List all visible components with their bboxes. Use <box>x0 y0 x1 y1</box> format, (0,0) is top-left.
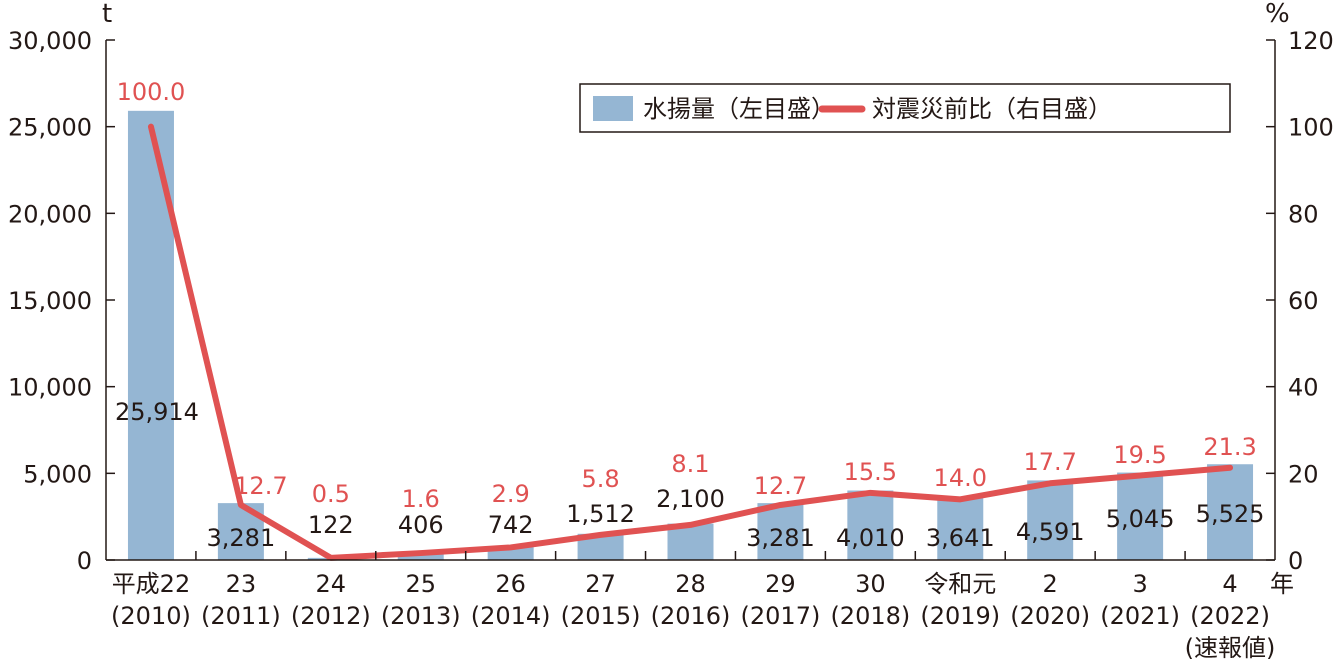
legend-bar-swatch-icon <box>593 96 633 121</box>
bar-value-label: 122 <box>308 511 354 539</box>
bar-value-label: 742 <box>488 511 534 539</box>
y-right-tick-label: 80 <box>1288 200 1319 228</box>
x-category-year: (2010) <box>111 602 191 630</box>
ratio-value-label: 15.5 <box>844 458 897 486</box>
y-right-tick-label: 120 <box>1288 27 1334 55</box>
x-category-year: (2015) <box>561 602 641 630</box>
y-right-tick-label: 40 <box>1288 374 1319 402</box>
ratio-value-label: 1.6 <box>402 485 440 513</box>
ratio-value-label: 17.7 <box>1023 448 1076 476</box>
bar <box>127 110 174 560</box>
x-category-label: 26 <box>495 570 526 598</box>
y-left-tick-label: 25,000 <box>8 114 92 142</box>
x-category-year: (2022) <box>1190 602 1270 630</box>
x-unit: 年 <box>1270 570 1294 598</box>
axes: 0 5,000 10,000 15,000 20,000 25,000 30,000 0 20 4… <box>8 0 1334 662</box>
bar <box>667 523 714 560</box>
ratio-value-label: 8.1 <box>671 450 709 478</box>
bar-value-label: 25,914 <box>115 398 199 426</box>
bar <box>757 503 804 560</box>
x-category-year: (2021) <box>1100 602 1180 630</box>
y-right-tick-label: 20 <box>1288 460 1319 488</box>
bar-value-label: 5,525 <box>1196 500 1265 528</box>
bar-value-label: 4,591 <box>1016 518 1085 546</box>
x-category-label: 27 <box>585 570 616 598</box>
ratio-value-label: 12.7 <box>754 472 807 500</box>
x-category-label: 25 <box>405 570 436 598</box>
x-category-label: 令和元 <box>924 570 996 598</box>
legend-box <box>579 83 1231 133</box>
bar-value-label: 3,281 <box>207 524 276 552</box>
legend-bar-label: 水揚量（左目盛） <box>643 95 835 123</box>
x-category-label: 平成22 <box>112 570 191 598</box>
x-category-year: (2016) <box>651 602 731 630</box>
y-left-tick-label: 5,000 <box>23 460 92 488</box>
y-right-unit: % <box>1265 0 1290 29</box>
x-category-label: 3 <box>1132 570 1147 598</box>
x-category-year: (2018) <box>830 602 910 630</box>
x-category-label: 28 <box>675 570 706 598</box>
bar <box>397 552 444 560</box>
ratio-value-label: 19.5 <box>1113 441 1166 469</box>
bar-value-label: 5,045 <box>1106 505 1175 533</box>
ratio-value-label: 14.0 <box>934 464 987 492</box>
y-right-tick-label: 60 <box>1288 287 1319 315</box>
ratio-value-label: 100.0 <box>117 78 186 106</box>
x-category-year: (2012) <box>291 602 371 630</box>
bar <box>1117 472 1164 560</box>
x-category-year: (2013) <box>381 602 461 630</box>
x-category-year: (2020) <box>1010 602 1090 630</box>
bar <box>1027 480 1074 560</box>
data-labels: 25,914 3,281 122 406 742 1,512 2,100 3,281 4,010… <box>115 78 1264 552</box>
x-category-year: (2017) <box>741 602 821 630</box>
y-left-tick-label: 30,000 <box>8 27 92 55</box>
legend: 水揚量（左目盛） 対震災前比（右目盛） <box>579 83 1231 133</box>
ratio-value-label: 0.5 <box>312 480 350 508</box>
y-left-tick-label: 20,000 <box>8 200 92 228</box>
y-left-tick-label: 15,000 <box>8 287 92 315</box>
y-left-unit: t <box>102 0 112 29</box>
x-category-year: (2019) <box>920 602 1000 630</box>
bar-value-label: 3,281 <box>746 524 815 552</box>
ratio-value-label: 12.7 <box>234 472 287 500</box>
ratio-value-label: 21.3 <box>1203 433 1256 461</box>
legend-line-label: 対震災前比（右目盛） <box>872 95 1112 123</box>
x-category-label: 24 <box>316 570 347 598</box>
x-category-label: 30 <box>855 570 886 598</box>
bar-value-label: 3,641 <box>926 524 995 552</box>
y-right-tick-label: 100 <box>1288 114 1334 142</box>
x-category-label: 29 <box>765 570 796 598</box>
bar-value-label: 1,512 <box>566 500 635 528</box>
bar-value-label: 2,100 <box>656 485 725 513</box>
ratio-value-label: 2.9 <box>492 480 530 508</box>
y-left-tick-label: 0 <box>77 547 92 575</box>
y-right-tick-label: 0 <box>1288 547 1303 575</box>
bar <box>937 496 984 560</box>
line-series <box>147 123 1234 561</box>
x-category-year: (2011) <box>201 602 281 630</box>
y-left-tick-label: 10,000 <box>8 374 92 402</box>
bar-value-label: 406 <box>398 511 444 539</box>
bar-value-label: 4,010 <box>836 524 905 552</box>
x-category-note: (速報値) <box>1185 634 1276 662</box>
ratio-value-label: 5.8 <box>581 465 619 493</box>
x-category-label: 4 <box>1222 570 1237 598</box>
ratio-line <box>147 123 1234 561</box>
x-category-year: (2014) <box>471 602 551 630</box>
x-category-label: 2 <box>1043 570 1058 598</box>
bar <box>1207 464 1254 560</box>
bar <box>847 490 894 560</box>
x-category-label: 23 <box>226 570 257 598</box>
